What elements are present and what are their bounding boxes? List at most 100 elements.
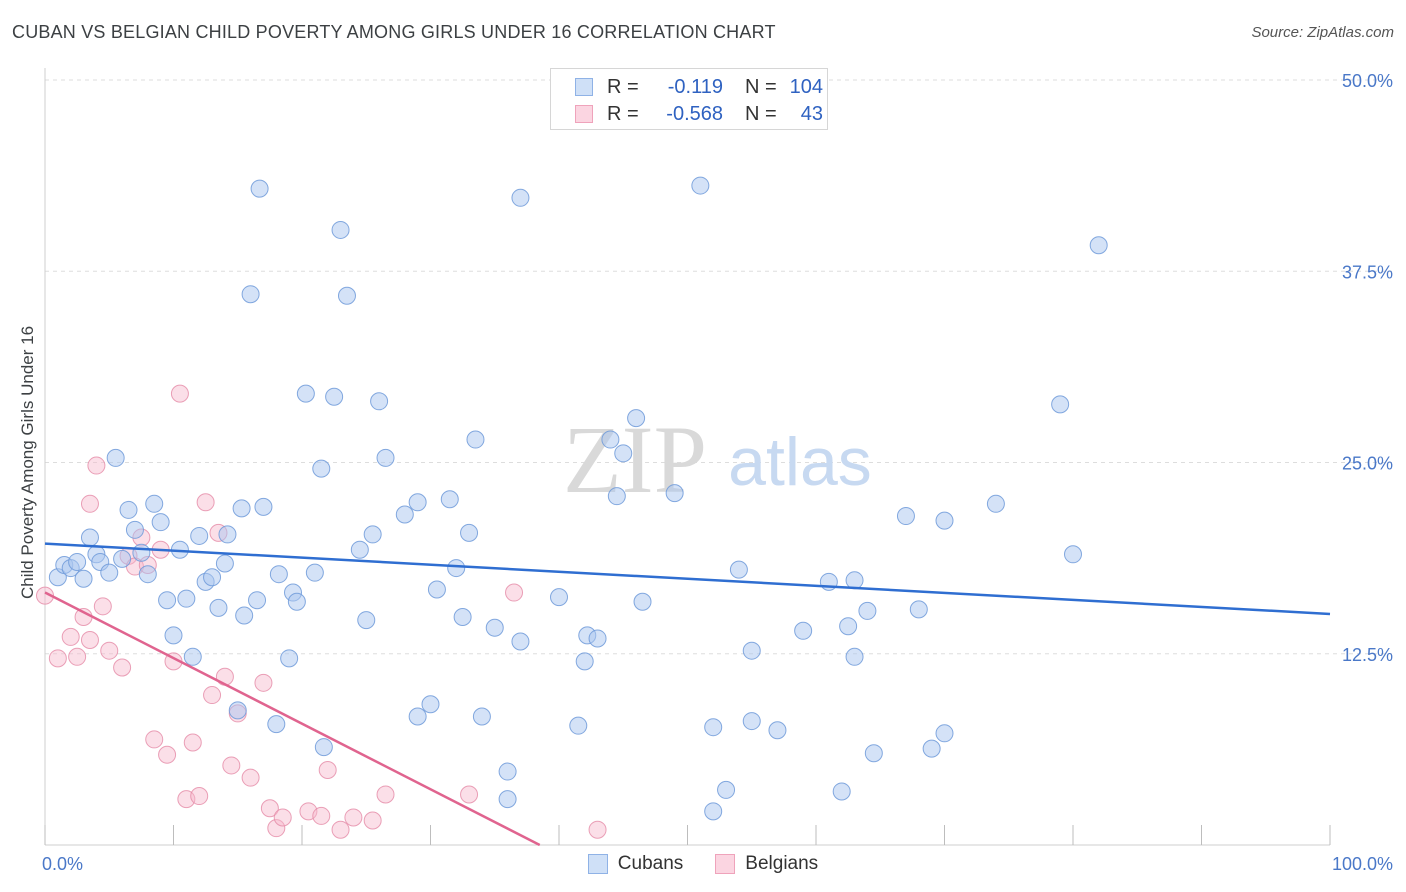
- cuban-point[interactable]: [440, 490, 459, 509]
- cuban-point[interactable]: [254, 497, 273, 516]
- cuban-point[interactable]: [106, 448, 125, 467]
- cuban-point[interactable]: [935, 511, 954, 530]
- cuban-point[interactable]: [1051, 395, 1070, 414]
- cuban-point[interactable]: [331, 220, 350, 239]
- belgian-point[interactable]: [254, 673, 273, 692]
- cuban-point[interactable]: [228, 701, 247, 720]
- belgian-point[interactable]: [68, 647, 87, 666]
- cuban-point[interactable]: [922, 739, 941, 758]
- cuban-point[interactable]: [215, 554, 234, 573]
- cuban-point[interactable]: [183, 647, 202, 666]
- cuban-point[interactable]: [151, 513, 170, 532]
- cuban-point[interactable]: [909, 600, 928, 619]
- cuban-point[interactable]: [627, 409, 646, 428]
- cuban-point[interactable]: [125, 520, 144, 539]
- cuban-point[interactable]: [768, 721, 787, 740]
- cuban-point[interactable]: [158, 591, 177, 610]
- cuban-point[interactable]: [408, 707, 427, 726]
- cuban-point[interactable]: [845, 571, 864, 590]
- cuban-point[interactable]: [511, 632, 530, 651]
- cuban-point[interactable]: [858, 601, 877, 620]
- cuban-point[interactable]: [729, 560, 748, 579]
- belgian-point[interactable]: [460, 785, 479, 804]
- belgian-point[interactable]: [363, 811, 382, 830]
- belgian-point[interactable]: [196, 493, 215, 512]
- cuban-point[interactable]: [305, 563, 324, 582]
- cuban-point[interactable]: [241, 285, 260, 304]
- cuban-point[interactable]: [569, 716, 588, 735]
- belgian-point[interactable]: [344, 808, 363, 827]
- belgian-point[interactable]: [222, 756, 241, 775]
- cuban-point[interactable]: [839, 617, 858, 636]
- belgian-point[interactable]: [331, 820, 350, 839]
- cuban-point[interactable]: [209, 598, 228, 617]
- cuban-point[interactable]: [408, 493, 427, 512]
- cuban-point[interactable]: [427, 580, 446, 599]
- cuban-point[interactable]: [269, 565, 288, 584]
- cuban-point[interactable]: [588, 629, 607, 648]
- belgian-point[interactable]: [190, 787, 209, 806]
- cuban-point[interactable]: [350, 540, 369, 559]
- cuban-point[interactable]: [845, 647, 864, 666]
- cuban-point[interactable]: [453, 608, 472, 627]
- cuban-point[interactable]: [357, 611, 376, 630]
- cuban-point[interactable]: [601, 430, 620, 449]
- cuban-point[interactable]: [376, 448, 395, 467]
- cuban-point[interactable]: [498, 790, 517, 809]
- cuban-point[interactable]: [485, 618, 504, 637]
- cuban-point[interactable]: [280, 649, 299, 668]
- cuban-point[interactable]: [704, 718, 723, 737]
- cuban-point[interactable]: [460, 523, 479, 542]
- cuban-point[interactable]: [575, 652, 594, 671]
- cuban-point[interactable]: [935, 724, 954, 743]
- belgian-point[interactable]: [93, 597, 112, 616]
- cuban-point[interactable]: [511, 188, 530, 207]
- belgian-point[interactable]: [87, 456, 106, 475]
- cuban-point[interactable]: [203, 568, 222, 587]
- cuban-point[interactable]: [472, 707, 491, 726]
- series-legend-cubans[interactable]: Cubans: [587, 853, 683, 875]
- cuban-point[interactable]: [896, 507, 915, 526]
- cuban-point[interactable]: [68, 552, 87, 571]
- cuban-point[interactable]: [633, 592, 652, 611]
- cuban-point[interactable]: [832, 782, 851, 801]
- cuban-point[interactable]: [100, 563, 119, 582]
- cuban-point[interactable]: [325, 387, 344, 406]
- cuban-point[interactable]: [717, 780, 736, 799]
- belgian-point[interactable]: [203, 686, 222, 705]
- cuban-point[interactable]: [250, 179, 269, 198]
- cuban-point[interactable]: [704, 802, 723, 821]
- cuban-point[interactable]: [395, 505, 414, 524]
- cuban-point[interactable]: [864, 744, 883, 763]
- cuban-point[interactable]: [498, 762, 517, 781]
- cuban-point[interactable]: [742, 712, 761, 731]
- belgian-point[interactable]: [183, 733, 202, 752]
- cuban-point[interactable]: [421, 695, 440, 714]
- belgian-point[interactable]: [505, 583, 524, 602]
- cuban-point[interactable]: [337, 286, 356, 305]
- cuban-point[interactable]: [248, 591, 267, 610]
- cuban-point[interactable]: [119, 500, 138, 519]
- cuban-point[interactable]: [742, 641, 761, 660]
- cuban-point[interactable]: [665, 484, 684, 503]
- cuban-point[interactable]: [1064, 545, 1082, 564]
- cuban-point[interactable]: [164, 626, 183, 645]
- belgian-point[interactable]: [376, 785, 395, 804]
- cuban-point[interactable]: [314, 738, 333, 757]
- belgian-point[interactable]: [241, 768, 260, 787]
- belgian-point[interactable]: [80, 630, 99, 649]
- cuban-point[interactable]: [986, 494, 1005, 513]
- cuban-point[interactable]: [74, 569, 93, 588]
- belgian-point[interactable]: [113, 658, 132, 677]
- cuban-point[interactable]: [550, 588, 568, 607]
- belgian-point[interactable]: [48, 649, 67, 668]
- cuban-point[interactable]: [177, 589, 196, 608]
- cuban-point[interactable]: [691, 176, 710, 195]
- cuban-point[interactable]: [447, 559, 466, 578]
- belgian-point[interactable]: [273, 808, 292, 827]
- cuban-point[interactable]: [190, 526, 209, 545]
- belgian-point[interactable]: [100, 641, 119, 660]
- cuban-point[interactable]: [267, 715, 286, 734]
- cuban-point[interactable]: [232, 499, 251, 518]
- cuban-point[interactable]: [1089, 236, 1108, 255]
